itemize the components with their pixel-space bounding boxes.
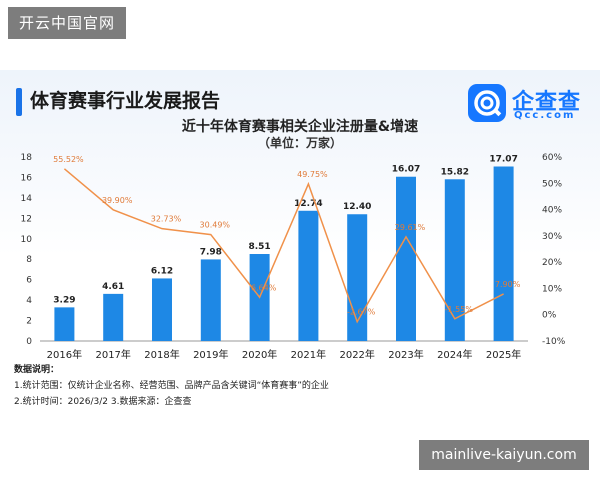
bar bbox=[444, 179, 465, 341]
chart-title: 近十年体育赛事相关企业注册量&增速 bbox=[181, 119, 419, 135]
growth-value-label: 49.75% bbox=[297, 170, 328, 179]
growth-value-label: 29.61% bbox=[395, 223, 426, 232]
qcc-logo-icon bbox=[468, 84, 506, 122]
growth-value-label: 6.64% bbox=[251, 283, 277, 292]
bar bbox=[152, 278, 172, 341]
y-right-tick-label: 10% bbox=[542, 284, 562, 294]
notes-heading: 数据说明： bbox=[14, 365, 60, 375]
bar-value-label: 12.40 bbox=[343, 202, 371, 212]
y-right-tick-label: 30% bbox=[542, 232, 562, 242]
x-tick-label: 2025年 bbox=[486, 348, 521, 361]
bar-value-label: 17.07 bbox=[489, 155, 517, 165]
bar-value-label: 6.12 bbox=[151, 266, 173, 276]
bar-value-label: 4.61 bbox=[102, 282, 124, 292]
bar bbox=[298, 210, 319, 341]
y-right-tick-label: 0% bbox=[542, 311, 557, 321]
x-tick-label: 2019年 bbox=[193, 348, 228, 361]
y-right-tick-label: 20% bbox=[542, 258, 562, 268]
logo-domain: Qcc.com bbox=[514, 110, 576, 121]
bar-value-label: 15.82 bbox=[441, 167, 469, 177]
x-tick-label: 2020年 bbox=[242, 348, 277, 361]
growth-value-label: 39.90% bbox=[102, 196, 133, 205]
growth-value-label: 30.49% bbox=[200, 221, 231, 230]
x-tick-label: 2016年 bbox=[47, 348, 82, 361]
x-tick-label: 2023年 bbox=[388, 348, 423, 361]
y-right-tick-label: 40% bbox=[542, 206, 562, 216]
bar bbox=[103, 293, 124, 341]
y-left-tick-label: 12 bbox=[21, 214, 32, 224]
logo-name: 企查查 bbox=[512, 90, 582, 115]
y-right-tick-label: -10% bbox=[542, 337, 566, 347]
watermark-bottom: mainlive-kaiyun.com bbox=[419, 440, 589, 470]
y-left-tick-label: 14 bbox=[21, 194, 33, 204]
y-left-tick-label: 6 bbox=[26, 276, 32, 286]
y-left-tick-label: 8 bbox=[26, 255, 32, 265]
bar bbox=[396, 176, 416, 341]
data-notes: 数据说明： 1.统计范围：仅统计企业名称、经营范围、品牌产品含关键词“体育赛事”… bbox=[14, 362, 329, 410]
bar bbox=[493, 166, 514, 341]
bar-value-label: 3.29 bbox=[53, 295, 75, 305]
notes-line-scope: 1.统计范围：仅统计企业名称、经营范围、品牌产品含关键词“体育赛事”的企业 bbox=[14, 381, 329, 391]
bar-value-label: 12.74 bbox=[294, 199, 322, 209]
y-left-tick-label: 0 bbox=[26, 337, 32, 347]
growth-value-label: 32.73% bbox=[151, 215, 182, 224]
y-left-tick-label: 2 bbox=[26, 317, 32, 327]
y-left-tick-label: 16 bbox=[21, 173, 33, 183]
watermark-top: 开云中国官网 bbox=[8, 7, 126, 39]
bar bbox=[200, 259, 221, 341]
growth-line bbox=[63, 168, 504, 324]
x-tick-label: 2017年 bbox=[95, 348, 130, 361]
growth-value-label: 7.90% bbox=[495, 280, 521, 289]
bar-value-label: 8.51 bbox=[248, 242, 270, 252]
y-right-tick-label: 50% bbox=[542, 179, 562, 189]
x-tick-label: 2022年 bbox=[339, 348, 374, 361]
chart-subtitle: （单位：万家） bbox=[257, 136, 342, 150]
growth-value-label: 55.52% bbox=[53, 155, 84, 164]
x-tick-label: 2018年 bbox=[144, 348, 179, 361]
y-left-tick-label: 18 bbox=[21, 153, 33, 163]
x-tick-label: 2024年 bbox=[437, 348, 472, 361]
growth-value-label: -1.55% bbox=[445, 305, 474, 314]
growth-value-label: -2.67% bbox=[347, 308, 376, 317]
bar bbox=[54, 307, 75, 341]
y-left-tick-label: 10 bbox=[21, 235, 33, 245]
bar-value-label: 7.98 bbox=[200, 247, 222, 257]
title-accent-bar bbox=[16, 88, 22, 116]
notes-line-source: 2.统计时间：2026/3/2 3.数据来源：企查查 bbox=[14, 397, 192, 407]
bar-value-label: 16.07 bbox=[392, 165, 420, 175]
y-right-tick-label: 60% bbox=[542, 153, 562, 163]
x-tick-label: 2021年 bbox=[291, 348, 326, 361]
y-left-tick-label: 4 bbox=[26, 296, 32, 306]
report-title: 体育赛事行业发展报告 bbox=[30, 90, 221, 112]
